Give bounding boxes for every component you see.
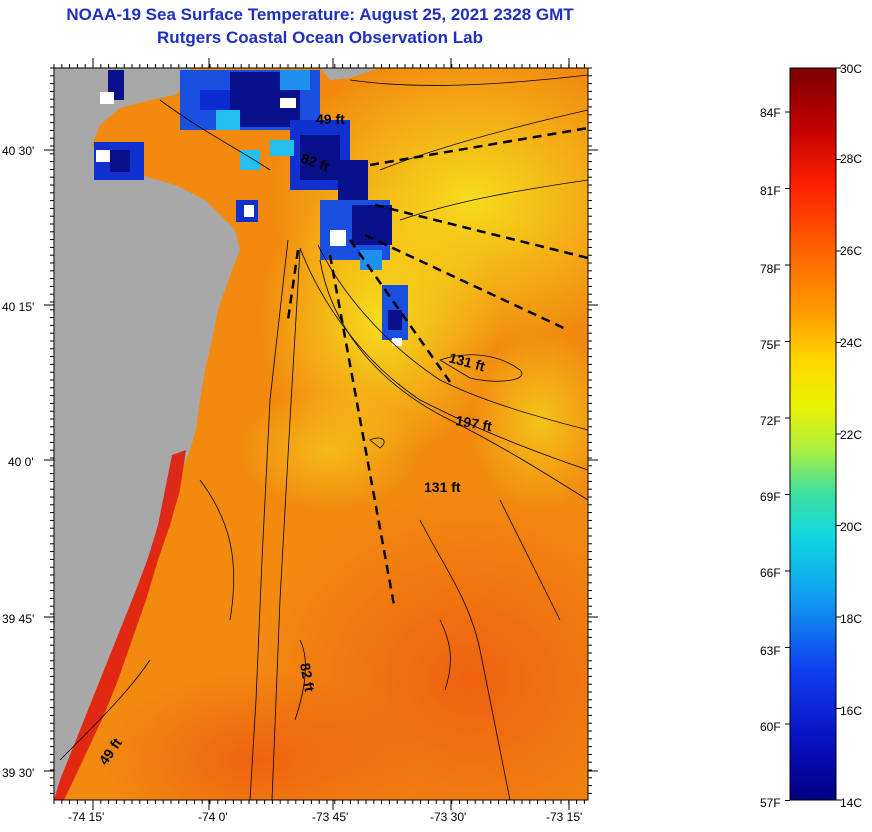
cb-f-69: 69F — [760, 490, 781, 504]
cb-f-72: 72F — [760, 414, 781, 428]
lon-label-73-45: -73 45' — [312, 810, 349, 824]
lon-label-74-0: -74 0' — [198, 810, 228, 824]
lat-label-39-30: 39 30' — [2, 766, 35, 780]
depth-label-131ft-b: 131 ft — [424, 479, 461, 495]
dashed-survey-lines — [286, 126, 588, 606]
cb-c-14: 14C — [840, 796, 863, 810]
map-ticks — [44, 58, 598, 810]
cb-f-81: 81F — [760, 184, 781, 198]
cb-c-20: 20C — [840, 520, 863, 534]
cb-f-66: 66F — [760, 566, 781, 580]
colorbar-ticks — [785, 67, 841, 801]
depth-label-82ft-bottom: 82 ft — [297, 662, 318, 693]
land-new-jersey — [54, 68, 240, 800]
cb-c-24: 24C — [840, 336, 863, 350]
cb-f-75: 75F — [760, 338, 781, 352]
cb-c-22: 22C — [840, 428, 863, 442]
lon-label-73-15: -73 15' — [546, 810, 583, 824]
lat-label-39-45: 39 45' — [2, 612, 35, 626]
lon-label-73-30: -73 30' — [430, 810, 467, 824]
depth-label-49ft-top: 49 ft — [316, 111, 345, 127]
lat-label-40-30: 40 30' — [2, 144, 35, 158]
warm-shore-strip — [54, 450, 186, 800]
colorbar-gradient — [789, 67, 837, 801]
map-frame — [53, 67, 589, 801]
map-subtitle: Rutgers Coastal Ocean Observation Lab — [157, 28, 483, 47]
cb-f-57: 57F — [760, 796, 781, 810]
cb-c-30: 30C — [840, 62, 863, 76]
cool-plume-central — [240, 390, 420, 510]
land-long-island — [320, 68, 380, 80]
cb-f-84: 84F — [760, 106, 781, 120]
cb-f-63: 63F — [760, 644, 781, 658]
cb-c-26: 26C — [840, 244, 863, 258]
colorbar — [785, 67, 841, 801]
cb-c-18: 18C — [840, 612, 863, 626]
lon-label-74-15: -74 15' — [68, 810, 105, 824]
depth-label-197ft: 197 ft — [454, 412, 493, 434]
cb-f-78: 78F — [760, 262, 781, 276]
cold-water-pixels — [94, 70, 408, 346]
lat-label-40-0: 40 0' — [8, 455, 34, 469]
bathymetry-contours — [59, 74, 588, 800]
warm-water-southwest — [100, 670, 420, 800]
cb-c-16: 16C — [840, 704, 863, 718]
cb-f-60: 60F — [760, 720, 781, 734]
map-title: NOAA-19 Sea Surface Temperature: August … — [66, 5, 574, 24]
cb-c-28: 28C — [840, 152, 863, 166]
cool-plume-east — [470, 330, 588, 510]
lat-label-40-15: 40 15' — [2, 300, 35, 314]
